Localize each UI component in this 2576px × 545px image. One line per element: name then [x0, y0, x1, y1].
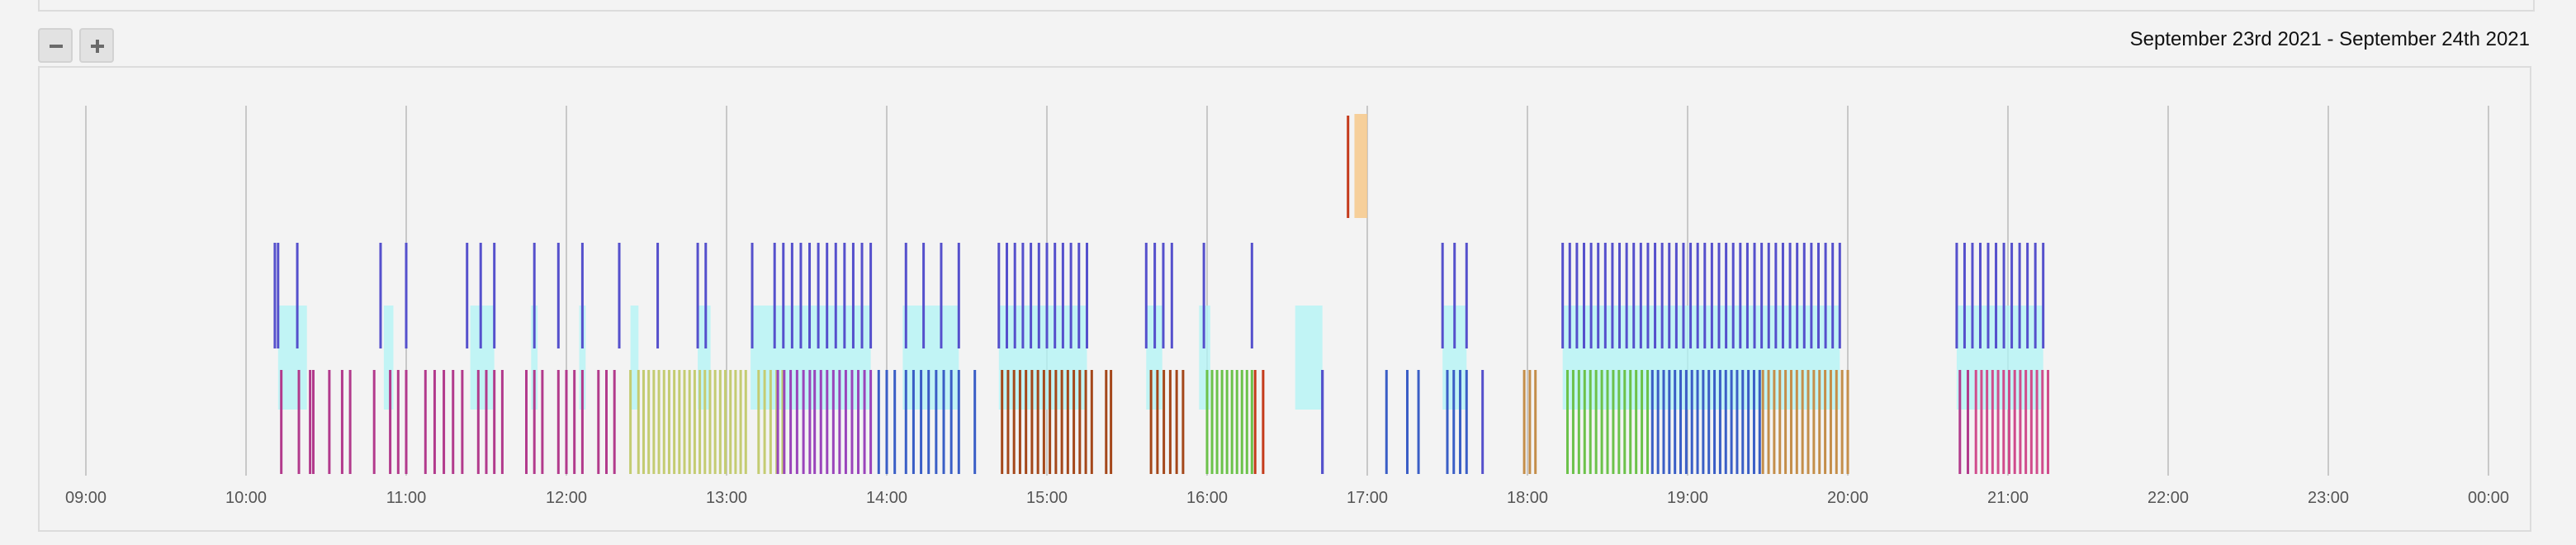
cyan-event[interactable]	[1562, 306, 1840, 410]
timeline-canvas[interactable]: 09:00 10:00 11:00 12:00 13:00 14:00 15:00 16:00…	[40, 68, 2533, 533]
timeline-panel[interactable]: 09:00 10:00 11:00 12:00 13:00 14:00 15:00 16:00…	[38, 66, 2531, 532]
time-tick-label: 00:00	[2468, 489, 2509, 507]
time-tick-label: 11:00	[386, 489, 427, 507]
time-tick-label: 10:00	[225, 489, 267, 507]
cyan-event[interactable]	[531, 306, 538, 410]
cyan-event[interactable]	[277, 306, 307, 410]
orange-event[interactable]	[1354, 114, 1367, 218]
time-tick-label: 16:00	[1186, 489, 1228, 507]
time-tick-label: 19:00	[1667, 489, 1708, 507]
top-panel-edge	[38, 0, 2535, 12]
time-tick-label: 13:00	[706, 489, 747, 507]
time-tick-label: 14:00	[866, 489, 907, 507]
time-tick-label: 17:00	[1347, 489, 1388, 507]
time-tick-label: 23:00	[2308, 489, 2349, 507]
cyan-event[interactable]	[630, 306, 639, 410]
time-tick-label: 15:00	[1026, 489, 1068, 507]
time-tick-label: 21:00	[1987, 489, 2029, 507]
plus-icon	[81, 30, 112, 61]
cyan-event[interactable]	[1295, 306, 1323, 410]
cyan-event[interactable]	[470, 306, 495, 410]
time-tick-label: 12:00	[546, 489, 587, 507]
time-tick-label: 22:00	[2147, 489, 2189, 507]
minus-icon	[40, 30, 71, 61]
cyan-event[interactable]	[902, 306, 959, 410]
cyan-event[interactable]	[383, 306, 394, 410]
zoom-in-button[interactable]	[79, 28, 114, 63]
time-tick-label: 20:00	[1827, 489, 1868, 507]
cyan-event[interactable]	[579, 306, 586, 410]
time-tick-label: 09:00	[65, 489, 107, 507]
zoom-out-button[interactable]	[38, 28, 73, 63]
date-range-label: September 23rd 2021 - September 24th 202…	[2129, 28, 2530, 50]
cyan-event[interactable]	[1956, 306, 2043, 410]
time-tick-label: 18:00	[1507, 489, 1548, 507]
